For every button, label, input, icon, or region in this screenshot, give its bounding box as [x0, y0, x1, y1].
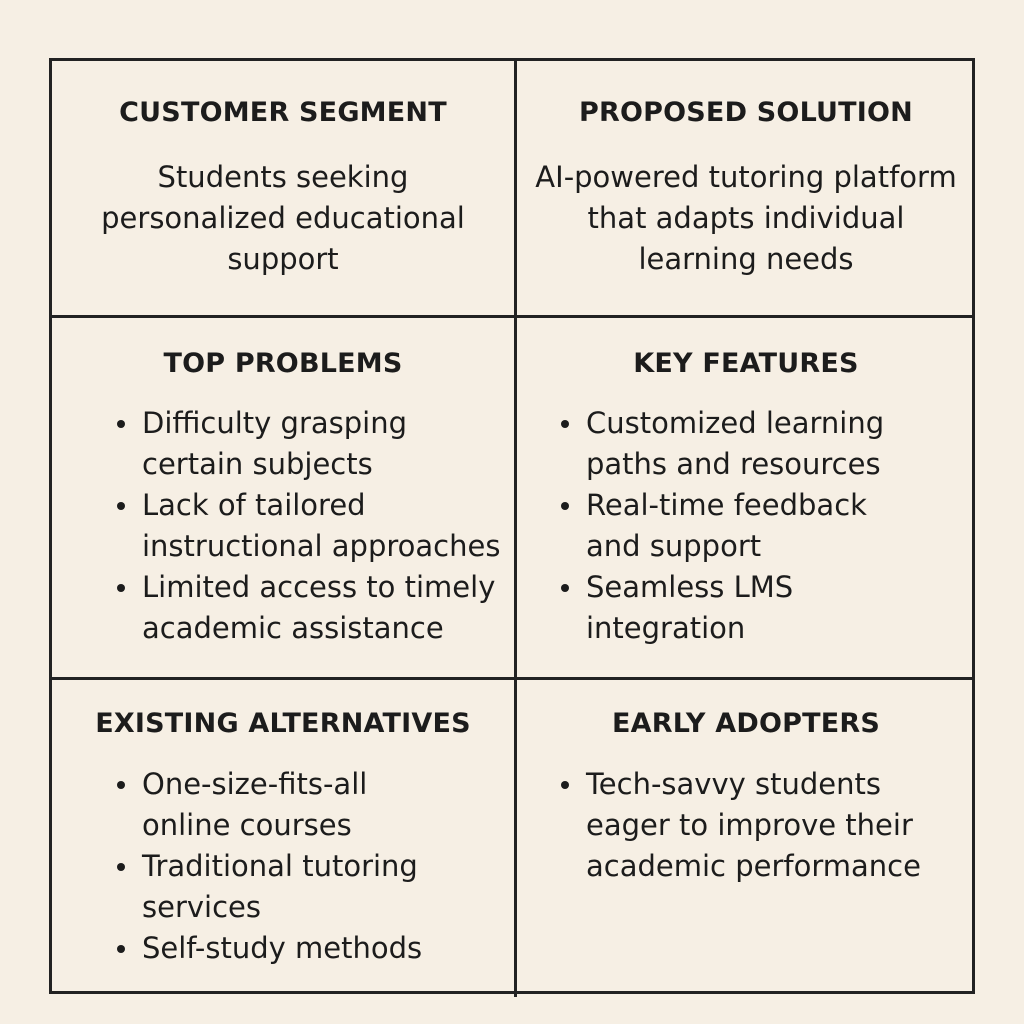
- list-item: One-size-fits-all online courses: [112, 764, 422, 846]
- top-problems-cell: TOP PROBLEMS Difficulty grasping certain…: [52, 315, 514, 677]
- key-features-cell: KEY FEATURES Customized learning paths a…: [514, 315, 975, 677]
- list-item: Seamless LMS integration: [556, 567, 884, 649]
- list-item: Lack of tailored instructional approache…: [112, 485, 500, 567]
- proposed-solution-text: AI-powered tutoring platform that adapts…: [535, 160, 957, 276]
- customer-segment-cell: CUSTOMER SEGMENT Students seeking person…: [52, 61, 514, 315]
- customer-segment-text: Students seeking personalized educationa…: [101, 160, 465, 276]
- list-item: Real-time feedback and support: [556, 485, 884, 567]
- lean-canvas-grid: CUSTOMER SEGMENT Students seeking person…: [49, 58, 975, 997]
- key-features-list: Customized learning paths and resources …: [556, 403, 884, 649]
- early-adopters-heading: EARLY ADOPTERS: [611, 708, 881, 739]
- customer-segment-heading: CUSTOMER SEGMENT: [119, 97, 447, 128]
- list-item: Limited access to timely academic assist…: [112, 567, 500, 649]
- list-item: Difficulty grasping certain subjects: [112, 403, 500, 485]
- top-problems-heading: TOP PROBLEMS: [163, 348, 403, 379]
- list-item: Self-study methods: [112, 928, 422, 969]
- proposed-solution-heading: PROPOSED SOLUTION: [579, 97, 913, 128]
- early-adopters-cell: EARLY ADOPTERS Tech-savvy students eager…: [514, 677, 975, 997]
- proposed-solution-cell: PROPOSED SOLUTION AI-powered tutoring pl…: [514, 61, 975, 315]
- list-item: Tech-savvy students eager to improve the…: [556, 764, 921, 887]
- list-item: Traditional tutoring services: [112, 846, 422, 928]
- existing-alternatives-cell: EXISTING ALTERNATIVES One-size-fits-all …: [52, 677, 514, 997]
- list-item: Customized learning paths and resources: [556, 403, 884, 485]
- top-problems-list: Difficulty grasping certain subjects Lac…: [112, 403, 500, 649]
- early-adopters-list: Tech-savvy students eager to improve the…: [556, 764, 921, 887]
- key-features-heading: KEY FEATURES: [633, 348, 859, 379]
- existing-alternatives-heading: EXISTING ALTERNATIVES: [95, 708, 471, 739]
- existing-alternatives-list: One-size-fits-all online courses Traditi…: [112, 764, 422, 969]
